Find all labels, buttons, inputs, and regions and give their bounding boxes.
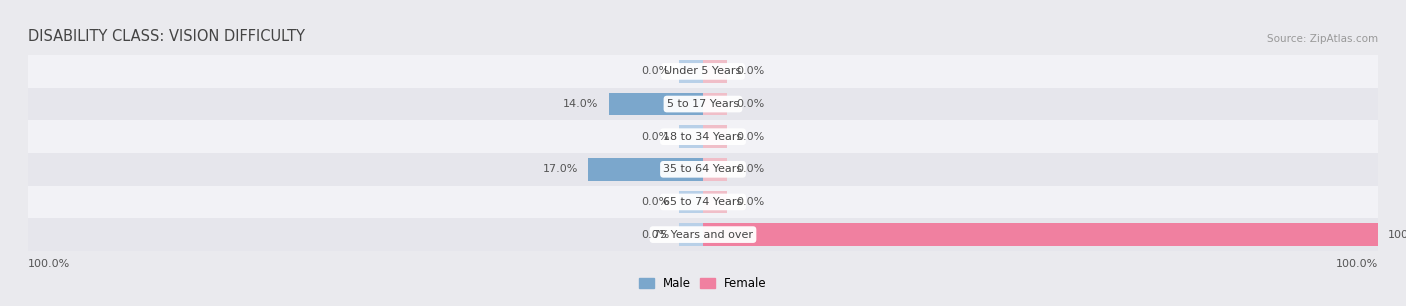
Text: 18 to 34 Years: 18 to 34 Years bbox=[664, 132, 742, 142]
Text: 75 Years and over: 75 Years and over bbox=[652, 230, 754, 240]
Text: 0.0%: 0.0% bbox=[641, 197, 669, 207]
Bar bbox=[703, 125, 727, 148]
Bar bbox=[28, 218, 1378, 251]
Text: 5 to 17 Years: 5 to 17 Years bbox=[666, 99, 740, 109]
Bar bbox=[703, 158, 727, 181]
Legend: Male, Female: Male, Female bbox=[634, 272, 772, 295]
Bar bbox=[679, 125, 703, 148]
Text: 0.0%: 0.0% bbox=[737, 197, 765, 207]
Bar bbox=[703, 93, 727, 115]
Bar bbox=[28, 55, 1378, 88]
Text: 0.0%: 0.0% bbox=[641, 132, 669, 142]
Text: 14.0%: 14.0% bbox=[562, 99, 599, 109]
Text: 100.0%: 100.0% bbox=[1336, 259, 1378, 269]
Bar bbox=[28, 153, 1378, 186]
Text: Source: ZipAtlas.com: Source: ZipAtlas.com bbox=[1267, 34, 1378, 44]
Text: 17.0%: 17.0% bbox=[543, 164, 578, 174]
Text: 100.0%: 100.0% bbox=[28, 259, 70, 269]
Bar bbox=[703, 223, 1378, 246]
Bar bbox=[609, 93, 703, 115]
Bar bbox=[588, 158, 703, 181]
Text: DISABILITY CLASS: VISION DIFFICULTY: DISABILITY CLASS: VISION DIFFICULTY bbox=[28, 29, 305, 44]
Text: 35 to 64 Years: 35 to 64 Years bbox=[664, 164, 742, 174]
Text: 0.0%: 0.0% bbox=[737, 99, 765, 109]
Text: 0.0%: 0.0% bbox=[737, 66, 765, 76]
Bar bbox=[703, 191, 727, 213]
Text: 0.0%: 0.0% bbox=[737, 132, 765, 142]
Text: 65 to 74 Years: 65 to 74 Years bbox=[664, 197, 742, 207]
Text: 0.0%: 0.0% bbox=[641, 230, 669, 240]
Text: 0.0%: 0.0% bbox=[737, 164, 765, 174]
Bar bbox=[28, 88, 1378, 120]
Bar bbox=[28, 120, 1378, 153]
Text: 100.0%: 100.0% bbox=[1388, 230, 1406, 240]
Bar bbox=[703, 60, 727, 83]
Text: 0.0%: 0.0% bbox=[641, 66, 669, 76]
Bar bbox=[679, 223, 703, 246]
Bar bbox=[679, 191, 703, 213]
Bar bbox=[679, 60, 703, 83]
Bar bbox=[28, 186, 1378, 218]
Text: Under 5 Years: Under 5 Years bbox=[665, 66, 741, 76]
